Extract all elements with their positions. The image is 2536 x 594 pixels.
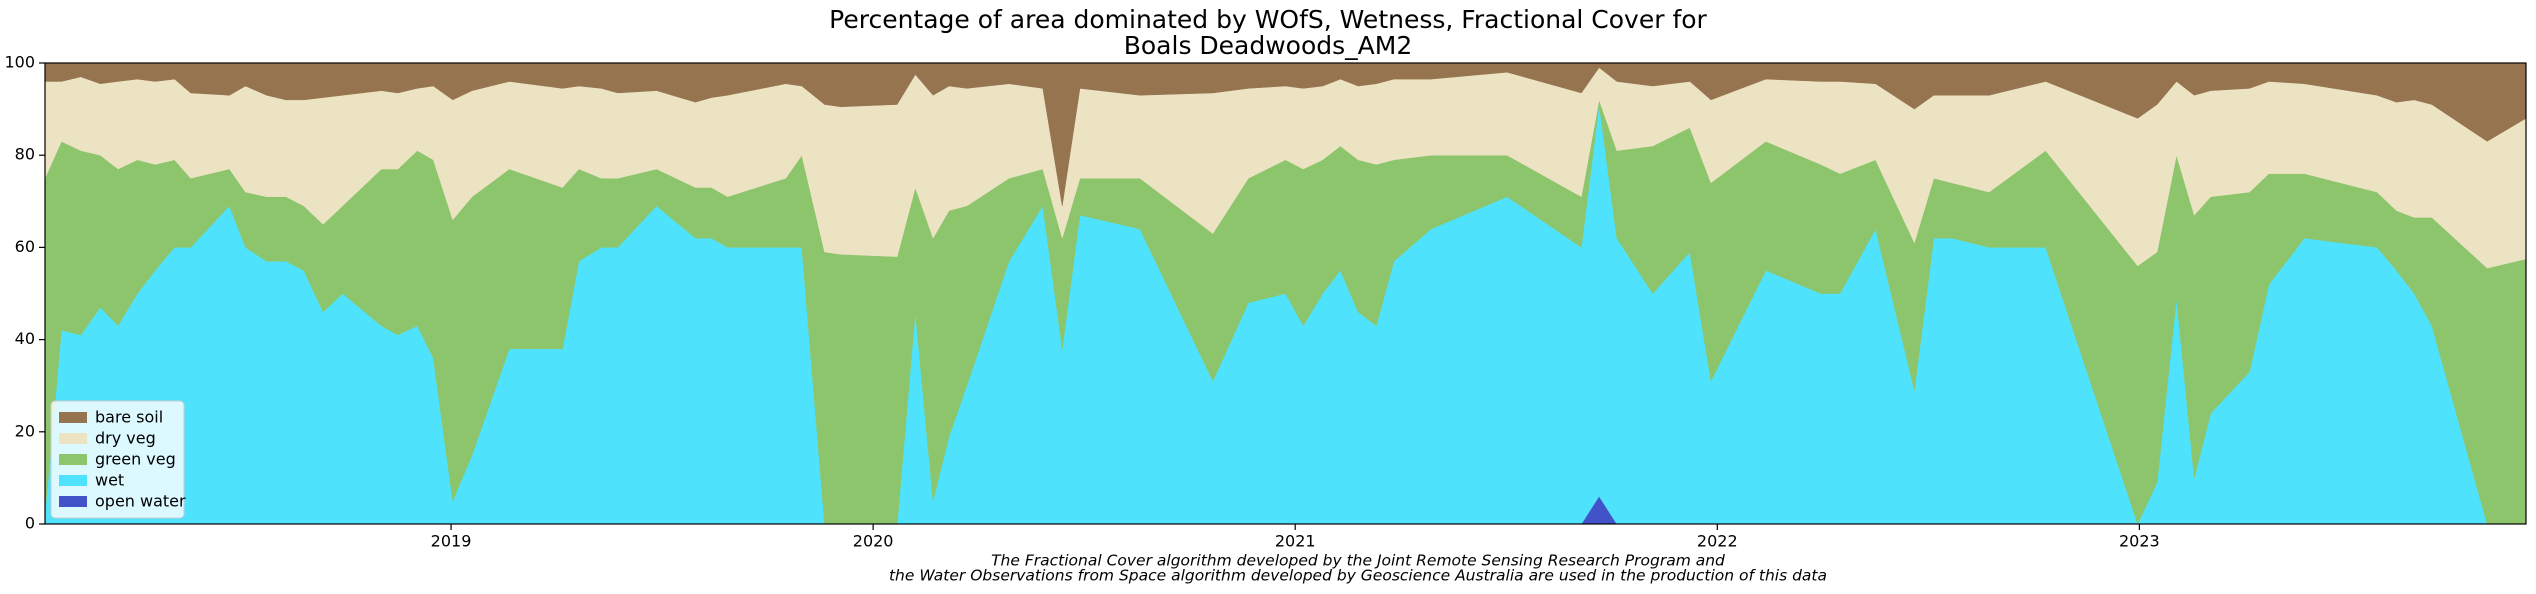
annotation: The Fractional Cover algorithm developed… [991,552,1725,570]
y-tick-label: 60 [15,237,35,256]
legend-label: wet [95,471,124,490]
legend-swatch [59,412,87,423]
annotation: the Water Observations from Space algori… [889,567,1827,585]
y-tick-label: 100 [4,53,35,72]
y-tick-label: 20 [15,421,35,440]
x-tick-label: 2023 [2119,532,2160,551]
y-tick-label: 0 [25,514,35,533]
legend-swatch [59,496,87,507]
legend-label: open water [95,492,186,511]
legend-swatch [59,475,87,486]
legend-box [50,400,185,519]
x-tick-label: 2019 [431,532,472,551]
y-tick-label: 80 [15,145,35,164]
plot-frame [44,62,2527,525]
chart-title: Boals Deadwoods_AM2 [1124,31,1413,60]
y-tick-label: 40 [15,329,35,348]
chart-title: Percentage of area dominated by WOfS, We… [829,5,1707,34]
x-tick-label: 2021 [1275,532,1316,551]
legend: bare soil dry veg green veg wet open water [50,400,186,519]
legend-label: dry veg [95,429,156,448]
legend-label: bare soil [95,408,163,427]
legend-swatch [59,454,87,465]
legend-swatch [59,433,87,444]
legend-label: green veg [95,450,176,469]
x-tick-label: 2022 [1697,532,1738,551]
x-tick-label: 2020 [853,532,894,551]
